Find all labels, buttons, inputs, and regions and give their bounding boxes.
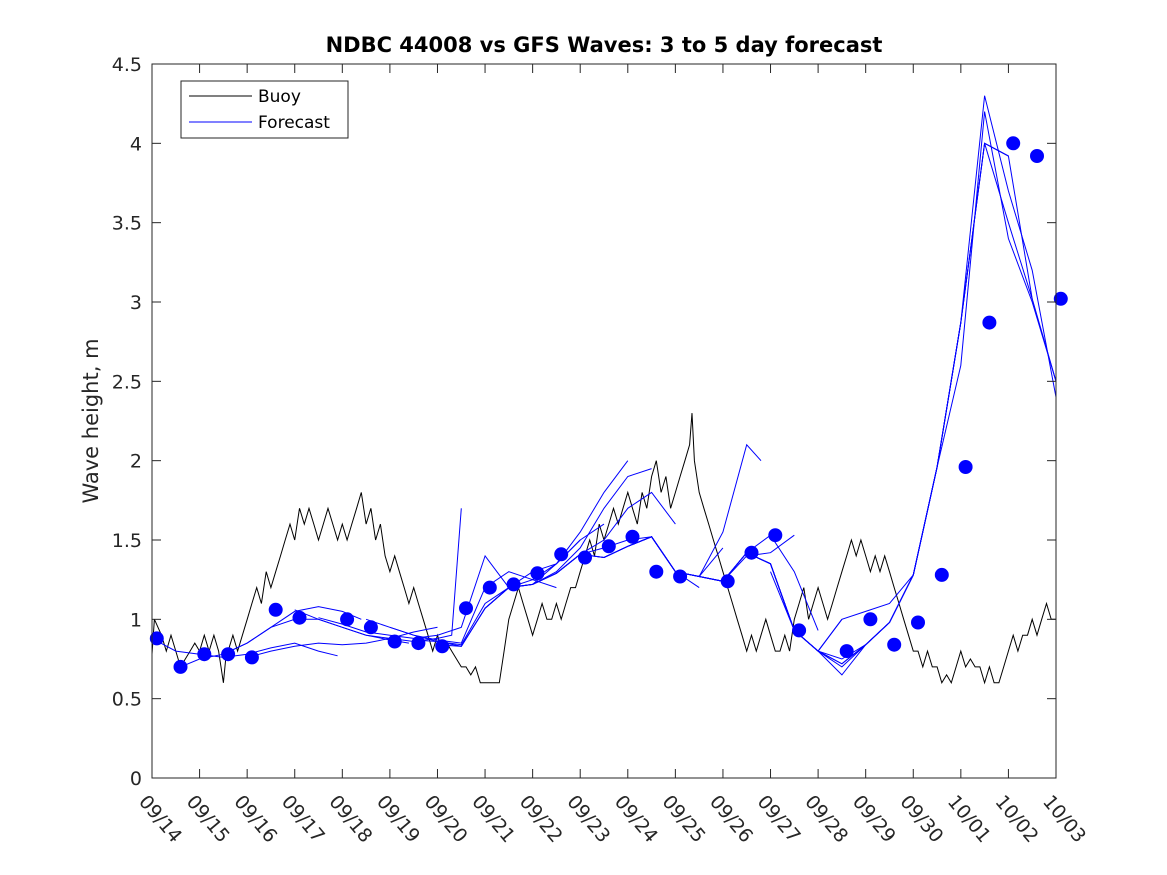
x-tick-labels: 09/1409/1509/1609/1709/1809/1909/2009/21… xyxy=(134,791,1090,847)
forecast-series-line-25 xyxy=(865,95,1056,646)
forecast-marker-13 xyxy=(482,580,497,595)
forecast-marker-0 xyxy=(149,631,164,646)
forecast-marker-34 xyxy=(1030,149,1044,163)
buoy-series-line xyxy=(152,413,1056,685)
forecast-marker-16 xyxy=(554,547,569,562)
x-tick-label-7: 09/21 xyxy=(467,791,519,847)
legend-forecast-label: Forecast xyxy=(258,113,330,133)
x-tick-label-19: 10/03 xyxy=(1038,791,1090,847)
y-tick-label-7: 3.5 xyxy=(112,213,142,235)
forecast-marker-10 xyxy=(411,636,426,651)
forecast-marker-6 xyxy=(292,610,307,625)
chart-title: NDBC 44008 vs GFS Waves: 3 to 5 day fore… xyxy=(326,33,883,57)
ticks-layer xyxy=(151,63,1057,779)
forecast-marker-14 xyxy=(506,577,521,592)
forecast-marker-15 xyxy=(530,566,545,581)
y-tick-label-3: 1.5 xyxy=(112,530,142,552)
x-tick-label-3: 09/17 xyxy=(277,791,329,847)
legend-buoy-label: Buoy xyxy=(258,87,301,107)
x-tick-label-17: 10/01 xyxy=(943,791,995,847)
plot-background xyxy=(152,64,1056,778)
forecast-marker-4 xyxy=(244,650,259,665)
forecast-marker-3 xyxy=(221,647,236,662)
forecast-marker-20 xyxy=(649,564,664,579)
forecast-marker-5 xyxy=(268,602,283,617)
x-tick-label-18: 10/02 xyxy=(991,791,1043,847)
marker-layer xyxy=(149,136,1068,674)
forecast-marker-32 xyxy=(982,315,997,330)
x-tick-label-6: 09/20 xyxy=(420,791,472,847)
forecast-series-line-26 xyxy=(912,111,1056,576)
forecast-marker-25 xyxy=(792,623,807,638)
x-tick-label-2: 09/16 xyxy=(229,791,281,847)
x-tick-label-13: 09/27 xyxy=(753,791,805,847)
x-tick-label-10: 09/24 xyxy=(610,791,662,847)
forecast-marker-29 xyxy=(911,615,925,630)
forecast-marker-1 xyxy=(173,659,188,674)
forecast-series-line-4 xyxy=(247,626,438,658)
x-tick-label-14: 09/28 xyxy=(800,791,852,847)
forecast-marker-27 xyxy=(863,612,878,627)
forecast-marker-31 xyxy=(958,460,973,474)
forecast-marker-28 xyxy=(887,637,902,652)
x-tick-label-15: 09/29 xyxy=(848,791,900,847)
forecast-marker-23 xyxy=(744,545,759,560)
forecast-marker-30 xyxy=(934,567,949,582)
forecast-marker-33 xyxy=(1006,136,1021,151)
y-tick-label-8: 4 xyxy=(130,133,142,155)
plot-frame xyxy=(151,63,1057,779)
x-tick-label-4: 09/18 xyxy=(324,791,376,847)
x-tick-label-0: 09/14 xyxy=(134,791,186,847)
forecast-marker-18 xyxy=(601,539,616,554)
legend: Buoy Forecast xyxy=(180,80,349,139)
forecast-marker-22 xyxy=(720,574,735,589)
forecast-marker-2 xyxy=(197,647,212,662)
x-tick-label-9: 09/23 xyxy=(562,791,614,847)
x-tick-label-5: 09/19 xyxy=(372,791,424,847)
y-tick-label-9: 4.5 xyxy=(112,54,142,76)
y-tick-label-2: 1 xyxy=(130,609,142,631)
y-tick-label-5: 2.5 xyxy=(112,371,142,393)
x-tick-label-11: 09/25 xyxy=(658,791,710,847)
forecast-marker-7 xyxy=(340,612,355,627)
forecast-marker-26 xyxy=(839,644,854,659)
forecast-marker-9 xyxy=(387,634,402,649)
forecast-marker-8 xyxy=(363,620,378,635)
y-tick-labels: 0 0.5 1 1.5 2 2.5 3 3.5 4 4.5 xyxy=(112,54,142,790)
forecast-series-line-23 xyxy=(770,142,1033,652)
x-tick-label-8: 09/22 xyxy=(515,791,567,847)
y-tick-label-0: 0 xyxy=(130,768,142,790)
forecast-marker-24 xyxy=(768,528,783,543)
forecast-marker-19 xyxy=(625,529,640,544)
forecast-marker-17 xyxy=(578,550,592,565)
y-tick-label-1: 0.5 xyxy=(112,689,142,711)
forecast-marker-11 xyxy=(435,639,450,654)
forecast-marker-21 xyxy=(673,569,688,584)
x-tick-label-16: 09/30 xyxy=(895,791,947,847)
forecast-marker-35 xyxy=(1053,291,1068,306)
x-tick-label-1: 09/15 xyxy=(182,791,234,847)
x-tick-label-12: 09/26 xyxy=(705,791,757,847)
y-axis-label: Wave height, m xyxy=(79,338,103,503)
y-tick-label-4: 2 xyxy=(130,451,142,473)
y-tick-label-6: 3 xyxy=(130,292,142,314)
legend-box xyxy=(180,80,349,139)
forecast-marker-12 xyxy=(459,601,473,616)
